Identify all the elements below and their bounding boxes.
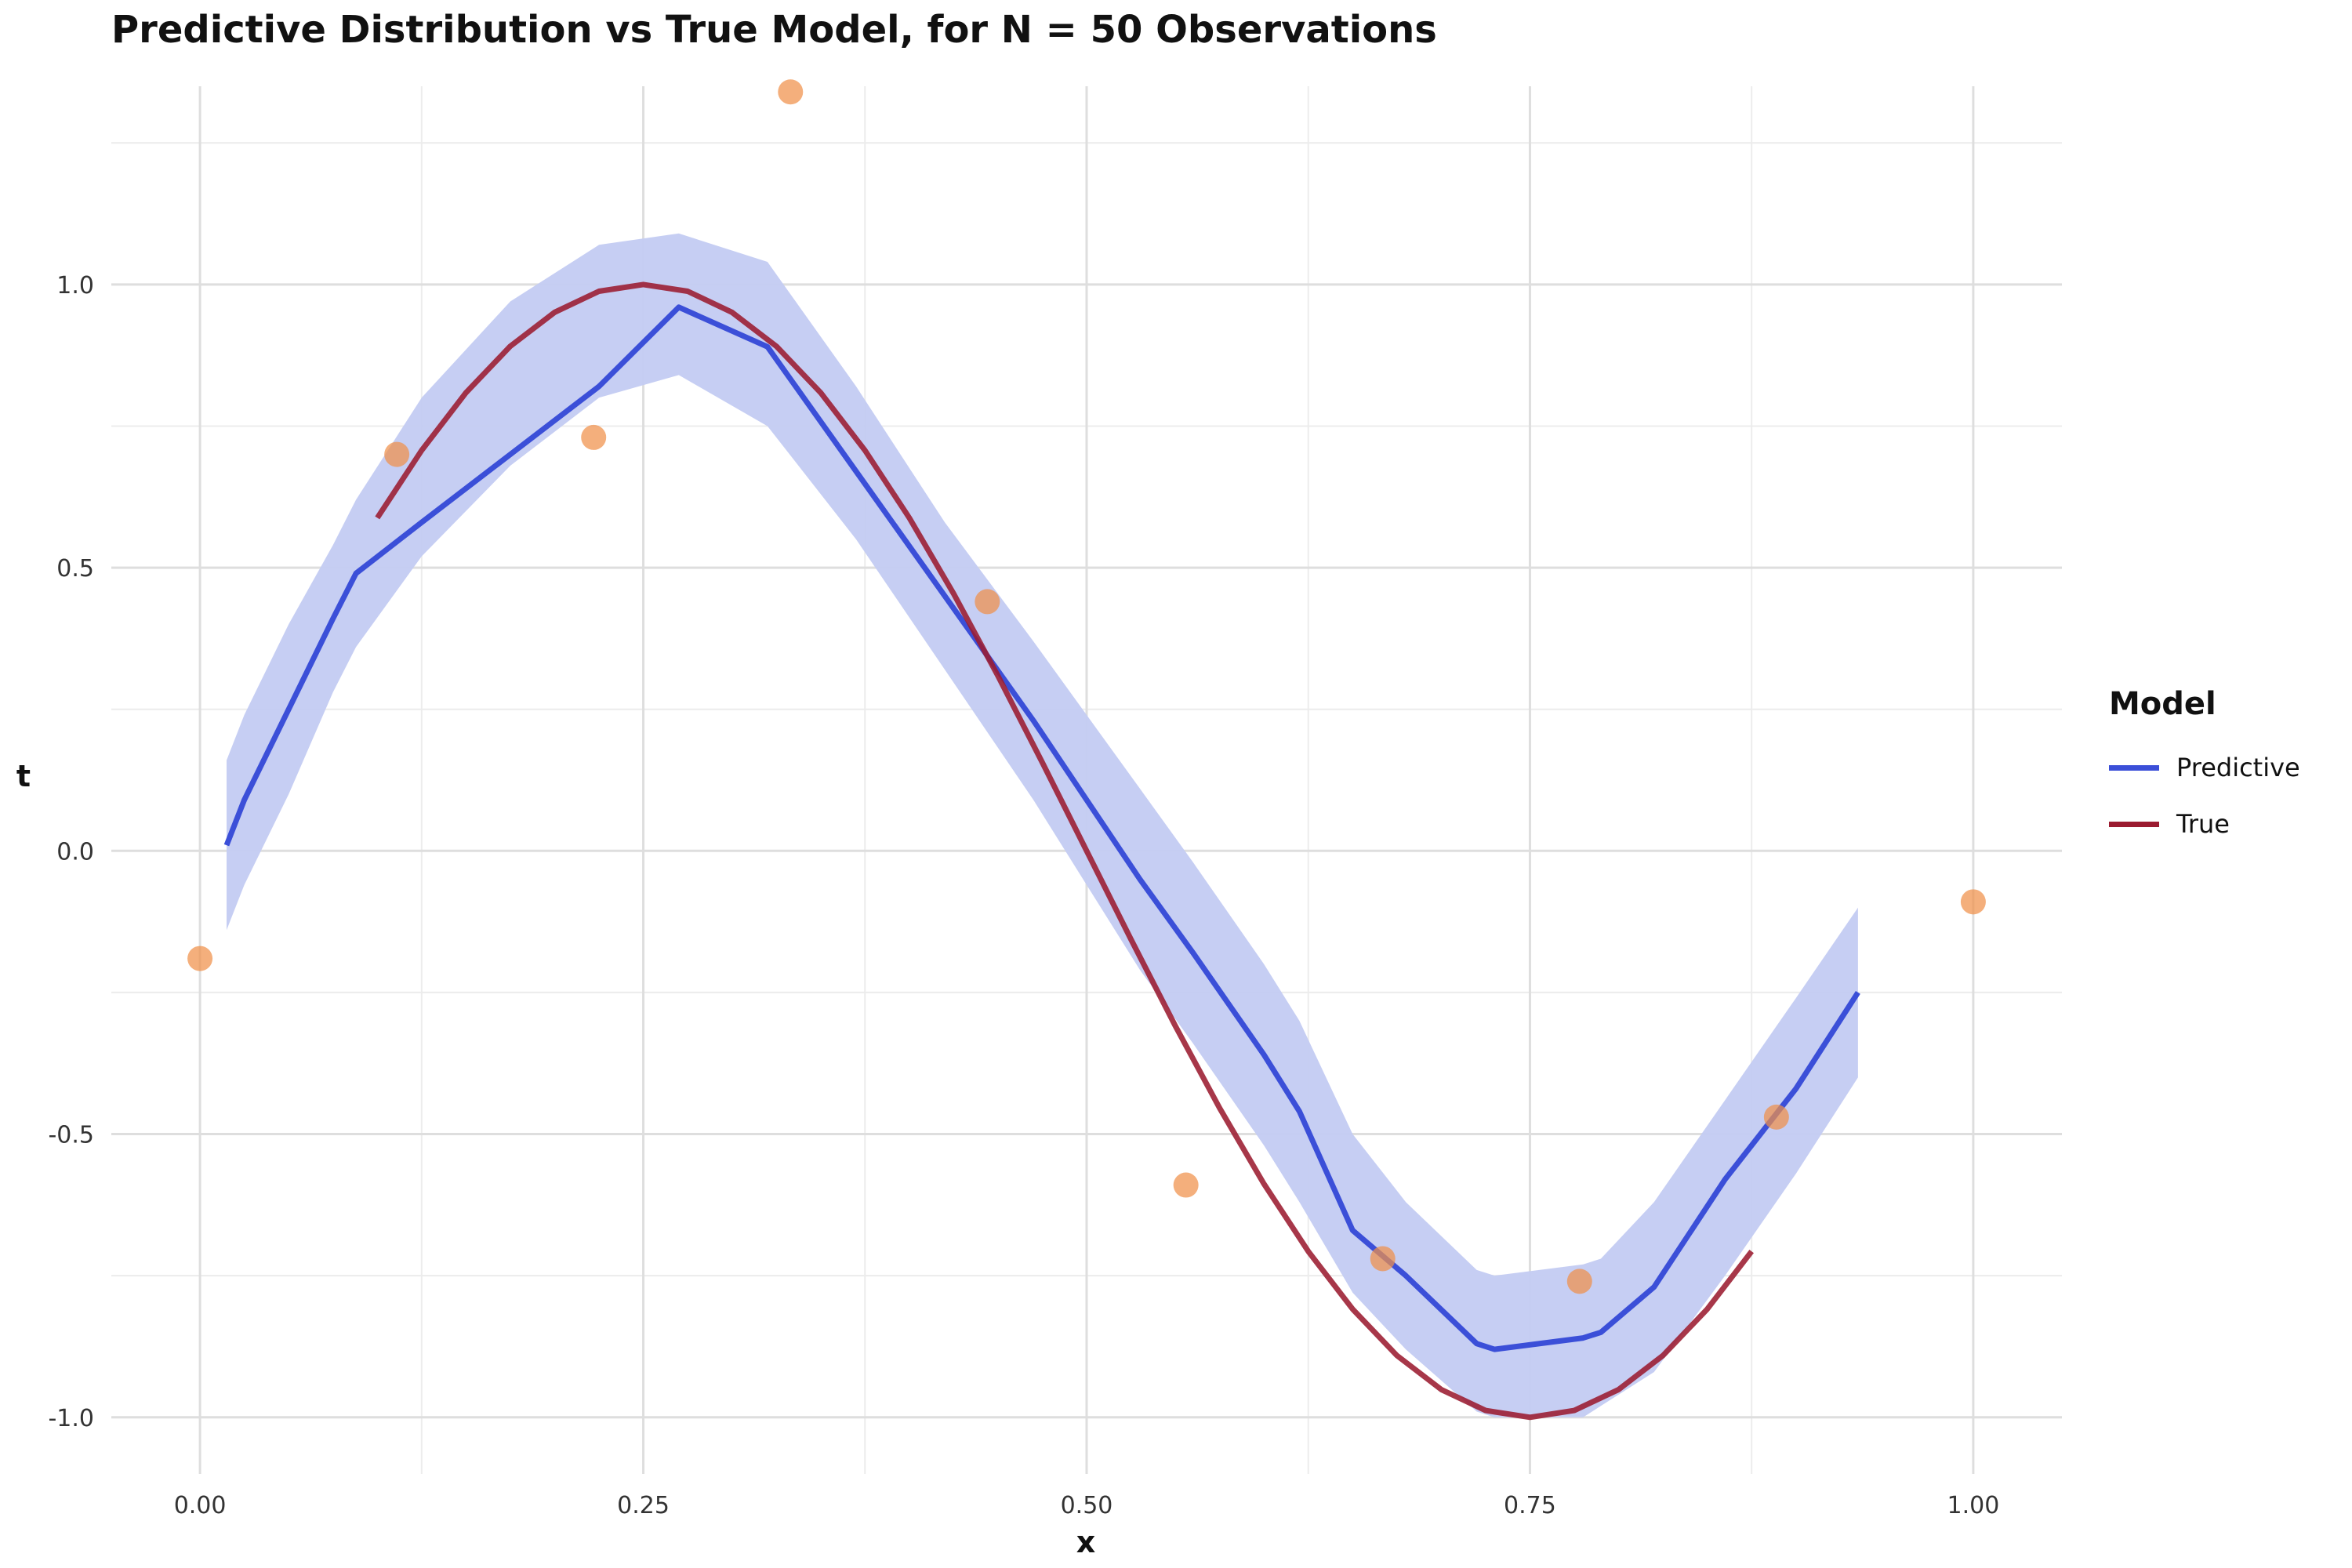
x-tick-label: 0.75 xyxy=(1504,1492,1556,1519)
legend-title: Model xyxy=(2109,686,2216,722)
observation-point xyxy=(1566,1269,1592,1294)
x-tick-label: 0.25 xyxy=(617,1492,670,1519)
observation-point xyxy=(778,79,804,105)
x-tick-label: 0.50 xyxy=(1061,1492,1113,1519)
y-axis-label: t xyxy=(16,759,31,793)
predictive-band-layer xyxy=(227,233,1858,1417)
observation-point xyxy=(1960,889,1986,915)
predictive-line xyxy=(223,304,1860,1352)
legend-item-true: True xyxy=(2109,796,2300,852)
true-line xyxy=(375,281,1754,1421)
legend-item-predictive: Predictive xyxy=(2109,739,2300,796)
observation-point xyxy=(1763,1104,1789,1130)
major-gridlines xyxy=(111,86,2062,1474)
series-lines-layer xyxy=(223,281,1860,1421)
y-tick-label: -1.0 xyxy=(48,1405,94,1432)
observation-point xyxy=(1370,1246,1396,1272)
observation-point xyxy=(187,946,213,971)
chart-title: Predictive Distribution vs True Model, f… xyxy=(111,8,1437,52)
observation-point xyxy=(581,424,607,450)
x-axis-label: x xyxy=(1076,1525,1096,1559)
legend: Model Predictive True xyxy=(2109,686,2300,852)
x-tick-labels: 0.00 0.25 0.50 0.75 1.00 xyxy=(174,1492,2000,1519)
x-tick-label: 0.00 xyxy=(174,1492,227,1519)
legend-label-true: True xyxy=(2176,809,2230,839)
observation-point xyxy=(975,589,1000,615)
legend-label-predictive: Predictive xyxy=(2176,753,2300,782)
y-tick-label: 0.5 xyxy=(56,555,94,583)
legend-swatch-true xyxy=(2109,821,2159,827)
x-tick-label: 1.00 xyxy=(1947,1492,2000,1519)
observation-points-layer xyxy=(187,79,1986,1294)
y-tick-label: -0.5 xyxy=(48,1122,94,1149)
y-tick-label: 0.0 xyxy=(56,838,94,866)
observation-point xyxy=(384,441,410,467)
legend-swatch-predictive xyxy=(2109,764,2159,771)
y-tick-label: 1.0 xyxy=(56,272,94,299)
observation-point xyxy=(1173,1172,1199,1198)
predictive-uncertainty-band xyxy=(227,233,1858,1417)
y-tick-labels: -1.0 -0.5 0.0 0.5 1.0 xyxy=(48,272,94,1432)
